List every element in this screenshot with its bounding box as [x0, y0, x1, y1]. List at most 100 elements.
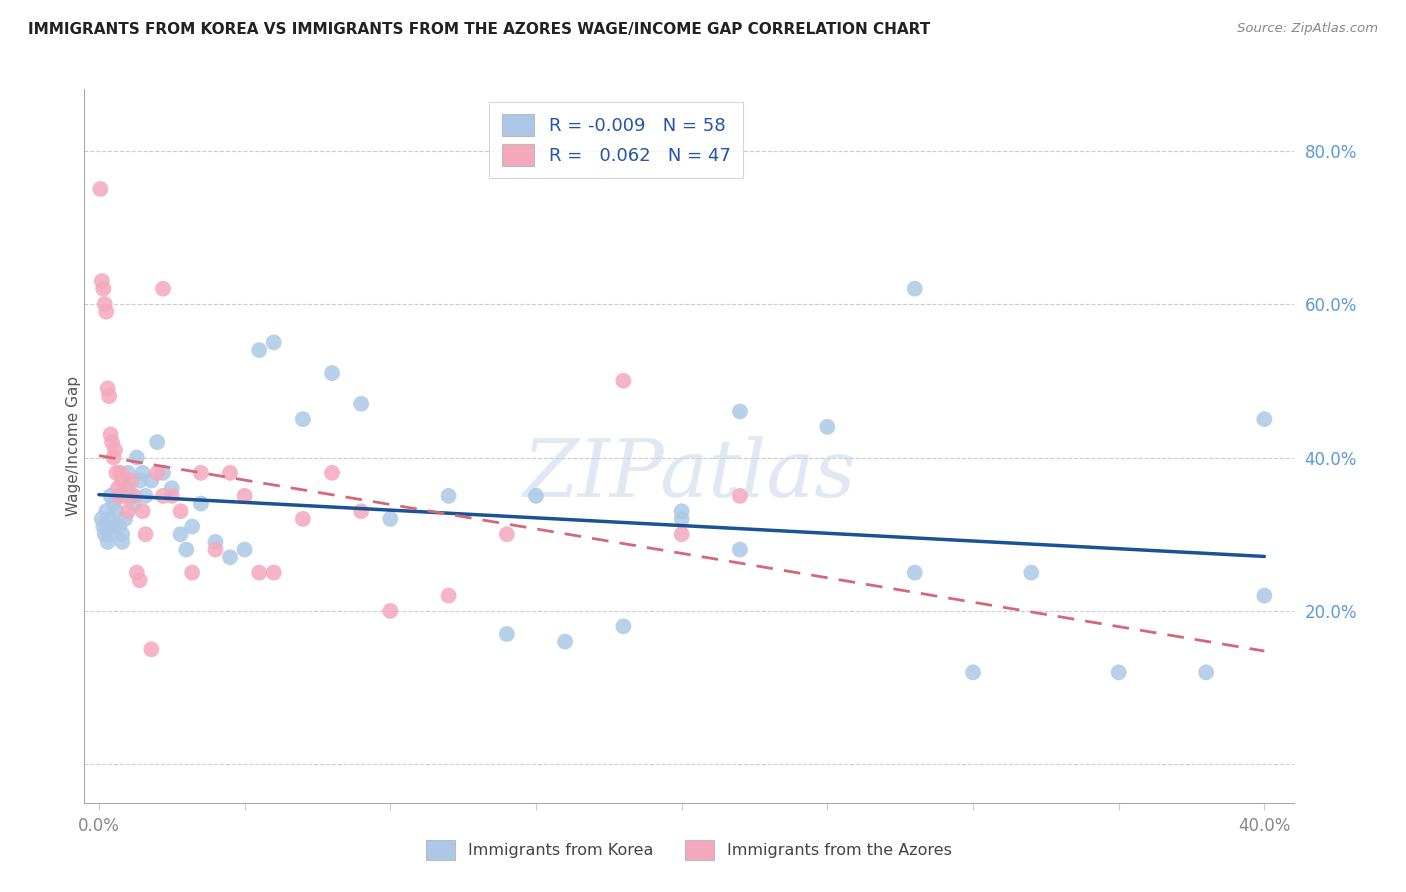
Point [437, 589, 460, 603]
Point [612, 619, 634, 633]
Point [105, 466, 128, 480]
Point [96, 504, 118, 518]
Point [350, 504, 373, 518]
Point [131, 466, 153, 480]
Point [110, 466, 132, 480]
Point [152, 466, 174, 480]
Point [160, 489, 183, 503]
Point [671, 512, 693, 526]
Point [103, 519, 125, 533]
Point [152, 282, 174, 296]
Point [437, 489, 460, 503]
Point [190, 466, 212, 480]
Point [380, 604, 402, 618]
Point [135, 527, 157, 541]
Point [219, 550, 242, 565]
Point [103, 450, 125, 465]
Point [350, 397, 373, 411]
Point [97, 381, 120, 395]
Point [125, 450, 148, 465]
Point [112, 489, 135, 503]
Point [612, 374, 634, 388]
Point [91, 282, 114, 296]
Point [114, 489, 136, 503]
Point [263, 335, 285, 350]
Point [204, 542, 226, 557]
Point [111, 527, 134, 541]
Point [128, 474, 150, 488]
Point [141, 474, 163, 488]
Point [94, 527, 117, 541]
Point [1253, 589, 1275, 603]
Point [120, 474, 142, 488]
Point [128, 574, 150, 588]
Point [98, 512, 121, 526]
Point [233, 489, 256, 503]
Point [904, 566, 927, 580]
Point [117, 466, 139, 480]
Point [97, 535, 120, 549]
Point [962, 665, 984, 680]
Point [904, 282, 927, 296]
Point [111, 535, 134, 549]
Point [291, 412, 314, 426]
Point [495, 527, 517, 541]
Point [815, 419, 838, 434]
Point [146, 466, 169, 480]
Point [91, 519, 114, 533]
Point [554, 634, 576, 648]
Point [125, 566, 148, 580]
Point [671, 504, 693, 518]
Point [90, 274, 112, 288]
Point [100, 489, 122, 503]
Point [135, 489, 157, 503]
Legend: Immigrants from Korea, Immigrants from the Azores: Immigrants from Korea, Immigrants from t… [420, 834, 957, 866]
Point [181, 519, 204, 533]
Point [671, 527, 693, 541]
Point [117, 504, 139, 518]
Point [103, 497, 125, 511]
Point [321, 466, 343, 480]
Point [728, 542, 751, 557]
Point [122, 489, 145, 503]
Point [131, 504, 153, 518]
Point [1195, 665, 1218, 680]
Point [1253, 412, 1275, 426]
Point [100, 427, 122, 442]
Point [98, 389, 121, 403]
Point [524, 489, 547, 503]
Text: Source: ZipAtlas.com: Source: ZipAtlas.com [1237, 22, 1378, 36]
Point [169, 504, 191, 518]
Point [160, 481, 183, 495]
Point [1019, 566, 1042, 580]
Point [107, 481, 129, 495]
Y-axis label: Wage/Income Gap: Wage/Income Gap [66, 376, 80, 516]
Point [380, 512, 402, 526]
Point [111, 474, 134, 488]
Point [291, 512, 314, 526]
Point [100, 527, 122, 541]
Point [495, 627, 517, 641]
Point [219, 466, 242, 480]
Point [233, 542, 256, 557]
Point [263, 566, 285, 580]
Point [108, 489, 131, 503]
Point [90, 512, 112, 526]
Point [247, 566, 270, 580]
Point [321, 366, 343, 380]
Point [204, 535, 226, 549]
Point [141, 642, 163, 657]
Point [96, 304, 118, 318]
Point [117, 481, 139, 495]
Point [728, 404, 751, 418]
Point [169, 527, 191, 541]
Point [1108, 665, 1130, 680]
Point [247, 343, 270, 357]
Point [176, 542, 198, 557]
Text: ZIPatlas: ZIPatlas [522, 436, 856, 513]
Text: IMMIGRANTS FROM KOREA VS IMMIGRANTS FROM THE AZORES WAGE/INCOME GAP CORRELATION : IMMIGRANTS FROM KOREA VS IMMIGRANTS FROM… [28, 22, 931, 37]
Point [114, 512, 136, 526]
Point [728, 489, 751, 503]
Point [108, 519, 131, 533]
Point [89, 182, 111, 196]
